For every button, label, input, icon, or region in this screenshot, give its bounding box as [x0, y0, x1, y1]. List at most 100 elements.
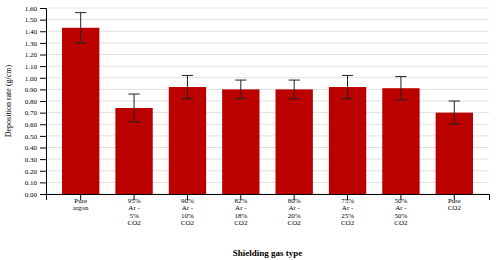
chart: 0.00 0.10 0.20 0.30 0.40 0.50 0.60 0.70 0.80 0.90… [0, 0, 499, 260]
grid-line [46, 159, 489, 160]
tick: 1.10 [25, 63, 46, 71]
grid-line [46, 135, 489, 136]
error-bar [75, 13, 86, 43]
tick-line [40, 171, 46, 172]
tick-label: 50%Ar -50%CO2 [394, 197, 408, 227]
tick-label: 0.90 [25, 86, 38, 94]
tick: 1.00 [25, 74, 46, 82]
plot: 0.00 0.10 0.20 0.30 0.40 0.50 0.60 0.70 0.80 0.90… [25, 5, 490, 227]
tick-label: 0.60 [25, 121, 38, 129]
x-axis-title: Shielding gas type [233, 248, 303, 258]
tick-label: 0.70 [25, 109, 38, 117]
bar [276, 89, 313, 194]
tick: 75%Ar -25%CO2 [341, 194, 355, 227]
error-bars [75, 13, 460, 125]
tick-label: 1.60 [25, 5, 38, 13]
bar [436, 113, 473, 194]
tick-label: Pureargon [73, 197, 89, 212]
tick-label: 0.00 [25, 191, 38, 199]
tick-label: 1.10 [25, 63, 38, 71]
tick: Pureargon [73, 194, 89, 212]
tick-line [40, 43, 46, 44]
grid-line [46, 19, 489, 20]
grid-line [46, 54, 489, 55]
tick-line [40, 55, 46, 56]
grid-line [46, 112, 489, 113]
tick: 0.40 [25, 144, 46, 152]
tick-line [40, 194, 46, 195]
tick-label: 0.40 [25, 144, 38, 152]
tick-label: 0.80 [25, 98, 38, 106]
tick-label-line: CO2 [127, 219, 141, 227]
grid-line [46, 170, 489, 171]
grid-line [46, 89, 489, 90]
tick: 90%Ar -10%CO2 [181, 194, 195, 227]
axis-line [47, 195, 490, 201]
tick: 0.10 [25, 179, 46, 187]
tick: 0.80 [25, 98, 46, 106]
tick: 0.90 [25, 86, 46, 94]
y-axis-title: Deposition rate (g/cm) [4, 64, 13, 137]
error-bar [449, 101, 460, 124]
error-bar [128, 94, 139, 122]
tick-label: 1.00 [25, 74, 38, 82]
tick-label: 1.20 [25, 51, 38, 59]
grid-line [46, 66, 489, 67]
tick-line [40, 159, 46, 160]
tick: 0.30 [25, 156, 46, 164]
tick-line [40, 136, 46, 137]
tick: 1.50 [25, 16, 46, 24]
tick-label-line: CO2 [341, 219, 355, 227]
tick-line [40, 113, 46, 114]
grid-line [46, 101, 489, 102]
error-bar [235, 80, 246, 99]
tick-label-line: CO2 [181, 219, 195, 227]
axis-line [40, 9, 47, 195]
tick-label-line: CO2 [234, 219, 248, 227]
tick-label: 0.10 [25, 179, 38, 187]
error-bar [395, 77, 406, 100]
tick-label: PureCO2 [448, 197, 462, 212]
tick: 0.20 [25, 167, 46, 175]
tick-label: 1.50 [25, 16, 38, 24]
tick-line [40, 101, 46, 102]
bar [222, 89, 259, 194]
tick-line [40, 148, 46, 149]
tick-label: 0.20 [25, 167, 38, 175]
tick-line [40, 89, 46, 90]
tick: 1.60 [25, 5, 46, 13]
grid-line [46, 124, 489, 125]
tick: 1.40 [25, 28, 46, 36]
tick-line [40, 20, 46, 21]
tick: 1.20 [25, 51, 46, 59]
grid-line [46, 42, 489, 43]
bar [169, 87, 206, 194]
tick-label-line: CO2 [448, 204, 462, 212]
marks [62, 13, 473, 194]
bar [329, 87, 366, 194]
tick-label: 0.50 [25, 133, 38, 141]
tick-line [40, 31, 46, 32]
tick-line [40, 66, 46, 67]
grid-line [46, 147, 489, 148]
tick: 50%Ar -50%CO2 [394, 194, 408, 227]
tick: 80%Ar -20%CO2 [288, 194, 302, 227]
tick: 0.70 [25, 109, 46, 117]
tick: 95%Ar -5%CO2 [127, 194, 141, 227]
tick-label-line: CO2 [394, 219, 408, 227]
tick-label: 80%Ar -20%CO2 [288, 197, 302, 227]
tick: 0.00 [25, 191, 46, 199]
tick-label-line: CO2 [288, 219, 302, 227]
error-bar [342, 75, 353, 98]
tick-label: 90%Ar -10%CO2 [181, 197, 195, 227]
tick-label: 1.30 [25, 40, 38, 48]
grid-line [46, 31, 489, 32]
tick-label: 0.30 [25, 156, 38, 164]
grid-line [46, 182, 489, 183]
tick: 0.60 [25, 121, 46, 129]
tick: PureCO2 [448, 194, 462, 212]
bar [382, 88, 419, 194]
error-bar [182, 75, 193, 98]
tick-label: 1.40 [25, 28, 38, 36]
tick: 0.50 [25, 133, 46, 141]
